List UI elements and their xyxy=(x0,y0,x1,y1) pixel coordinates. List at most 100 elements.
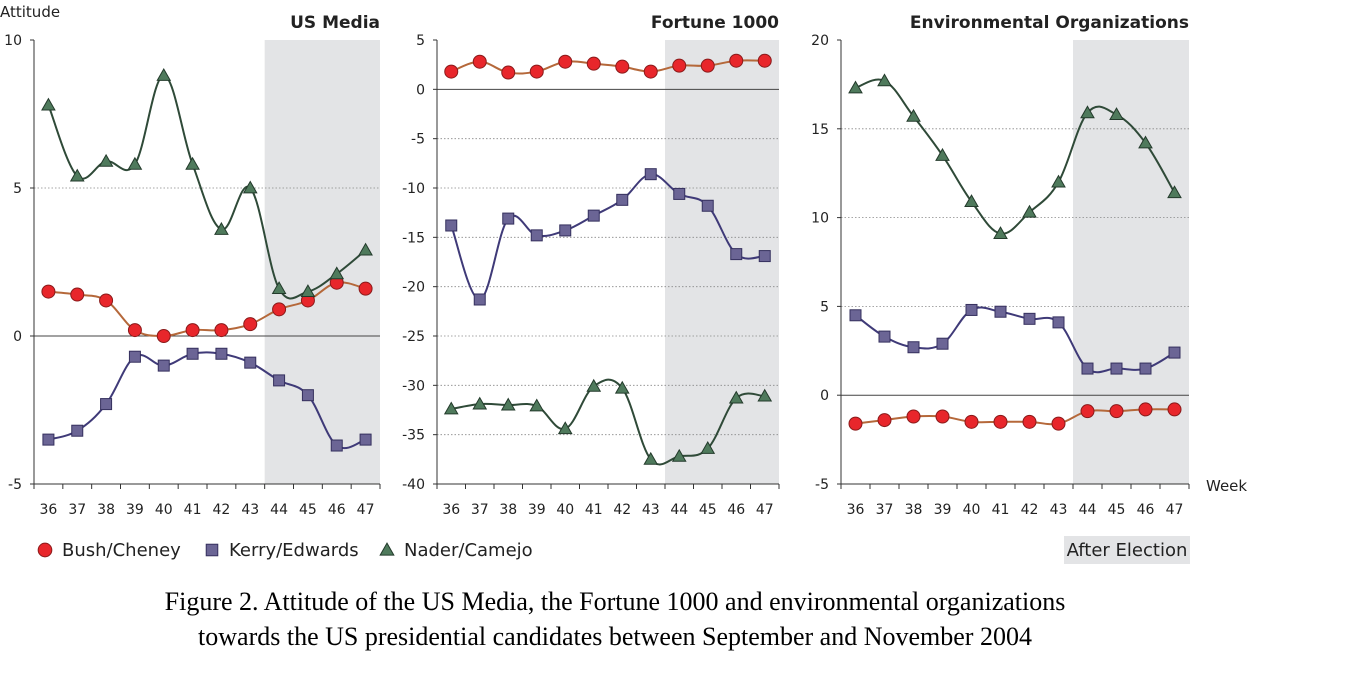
series-nader xyxy=(41,68,373,300)
x-tick-label: 47 xyxy=(756,502,774,518)
data-point-nader xyxy=(700,440,716,454)
data-point-bush xyxy=(586,56,601,71)
data-point-bush xyxy=(906,409,921,424)
data-point-bush xyxy=(127,323,142,338)
data-point-bush xyxy=(1138,402,1153,417)
data-point-bush xyxy=(529,64,544,79)
data-point-bush xyxy=(558,54,573,69)
data-point-nader xyxy=(643,451,659,465)
data-point-kerry xyxy=(730,248,743,261)
x-tick-label: 39 xyxy=(934,502,952,518)
data-point-bush xyxy=(615,59,630,74)
data-point-bush xyxy=(964,414,979,429)
data-point-kerry xyxy=(849,309,862,322)
data-point-kerry xyxy=(936,337,949,350)
x-axis-label: Week xyxy=(1206,477,1247,495)
data-point-kerry xyxy=(71,424,84,437)
legend-label-nader: Nader/Camejo xyxy=(404,540,533,561)
data-point-nader xyxy=(993,226,1008,239)
x-tick-label: 45 xyxy=(299,502,317,518)
data-point-kerry xyxy=(445,219,458,232)
data-point-kerry xyxy=(1023,312,1036,325)
x-tick-label: 40 xyxy=(963,502,981,518)
data-point-bush xyxy=(501,65,516,80)
x-tick-label: 44 xyxy=(270,502,288,518)
series-bush xyxy=(41,275,373,343)
y-tick-label: 5 xyxy=(13,181,22,197)
data-point-kerry xyxy=(473,293,486,306)
x-tick-label: 39 xyxy=(126,502,144,518)
data-point-kerry xyxy=(994,305,1007,318)
x-tick-label: 46 xyxy=(727,502,745,518)
data-point-kerry xyxy=(186,347,199,360)
series-bush xyxy=(444,53,772,80)
data-point-nader xyxy=(127,156,143,170)
chart-panel-3: -5 0 5 10 15 20 36 37 38 39 40 41 42 43 44 45 46 47 Enviro… xyxy=(811,13,1190,518)
data-point-nader xyxy=(358,242,373,256)
data-point-nader xyxy=(271,281,287,295)
y-tick-label: 0 xyxy=(13,329,22,345)
x-tick-label: 43 xyxy=(241,502,259,518)
data-point-bush xyxy=(1109,404,1124,419)
data-point-nader xyxy=(443,401,459,415)
x-tick-label: 40 xyxy=(556,502,574,518)
figure-caption-line-1: Figure 2. Attitude of the US Media, the … xyxy=(164,587,1066,616)
data-point-kerry xyxy=(1081,362,1094,375)
x-tick-label: 42 xyxy=(213,502,231,518)
after-election-region xyxy=(264,40,380,484)
y-tick-label: 5 xyxy=(820,299,829,315)
legend-marker-bush xyxy=(37,542,53,558)
data-point-kerry xyxy=(128,350,141,363)
data-point-nader xyxy=(906,108,921,122)
series-nader xyxy=(848,73,1182,239)
data-point-nader xyxy=(1138,135,1153,149)
data-point-bush xyxy=(1022,414,1037,429)
x-tick-label: 44 xyxy=(670,502,688,518)
data-point-nader xyxy=(300,284,316,297)
x-tick-label: 42 xyxy=(613,502,631,518)
data-point-bush xyxy=(156,329,171,343)
data-point-bush xyxy=(41,284,56,299)
data-point-kerry xyxy=(673,187,686,200)
data-point-bush xyxy=(848,416,863,431)
x-tick-label: 46 xyxy=(328,502,346,518)
y-tick-label: 0 xyxy=(820,388,829,404)
data-point-kerry xyxy=(1052,316,1065,329)
data-point-bush xyxy=(99,293,114,308)
data-point-bush xyxy=(70,287,85,302)
legend-label-kerry: Kerry/Edwards xyxy=(229,540,359,561)
data-point-bush xyxy=(757,53,772,68)
x-tick-label: 41 xyxy=(585,502,603,518)
data-point-kerry xyxy=(157,359,170,372)
data-point-bush xyxy=(444,64,459,79)
y-tick-label: 20 xyxy=(811,33,829,49)
data-point-kerry xyxy=(758,250,771,263)
x-tick-label: 38 xyxy=(499,502,517,518)
x-tick-label: 47 xyxy=(357,502,375,518)
data-point-nader xyxy=(1109,107,1124,120)
data-point-nader xyxy=(69,168,85,182)
x-tick-label: 38 xyxy=(905,502,923,518)
data-point-nader xyxy=(500,397,516,411)
data-point-kerry xyxy=(301,389,314,402)
y-tick-label: -10 xyxy=(402,181,425,197)
data-point-bush xyxy=(1080,404,1095,419)
after-election-label: After Election xyxy=(1067,540,1188,561)
x-tick-label: 45 xyxy=(699,502,717,518)
data-point-bush xyxy=(185,323,200,338)
legend-item-bush: Bush/Cheney xyxy=(37,540,181,561)
data-point-bush xyxy=(272,302,287,317)
x-tick-label: 38 xyxy=(97,502,115,518)
data-point-bush xyxy=(643,64,658,79)
y-tick-label: -25 xyxy=(402,329,425,345)
data-point-nader xyxy=(329,266,345,280)
x-tick-label: 45 xyxy=(1108,502,1126,518)
x-tick-label: 36 xyxy=(40,502,58,518)
y-tick-label: -15 xyxy=(402,230,425,246)
data-point-bush xyxy=(993,414,1008,429)
data-point-kerry xyxy=(587,209,600,222)
y-tick-label: 5 xyxy=(416,33,425,49)
legend-marker-kerry xyxy=(205,543,219,557)
after-election-badge xyxy=(1064,536,1190,564)
x-tick-label: 43 xyxy=(642,502,660,518)
